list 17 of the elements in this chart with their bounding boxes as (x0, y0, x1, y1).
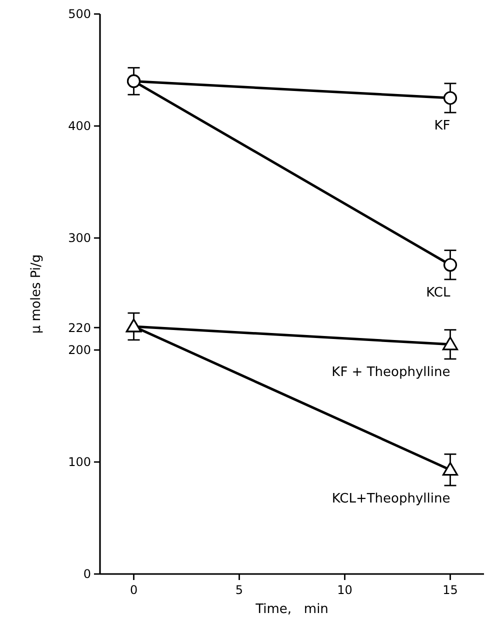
y-tick-label: 0 (83, 567, 91, 582)
y-tick-label: 300 (68, 231, 91, 246)
series-label: KF + Theophylline (332, 364, 450, 380)
y-tick-label: 200 (68, 343, 91, 358)
x-axis-title: Time, min (254, 602, 328, 617)
y-tick-label: 100 (68, 455, 91, 470)
x-tick-label: 15 (442, 583, 458, 597)
x-tick-label: 5 (235, 583, 244, 597)
y-tick-label: 500 (68, 7, 91, 22)
x-tick-label: 10 (337, 583, 352, 597)
y-axis-title: μ moles Pi/g (29, 254, 44, 334)
series-label: KCL+Theophylline (332, 492, 450, 507)
y-tick-label: 400 (68, 119, 91, 134)
x-tick-label: 0 (130, 583, 138, 597)
series-label: KF (434, 118, 450, 134)
y-tick-label: 220 (68, 320, 91, 335)
series-label: KCL (426, 285, 451, 300)
